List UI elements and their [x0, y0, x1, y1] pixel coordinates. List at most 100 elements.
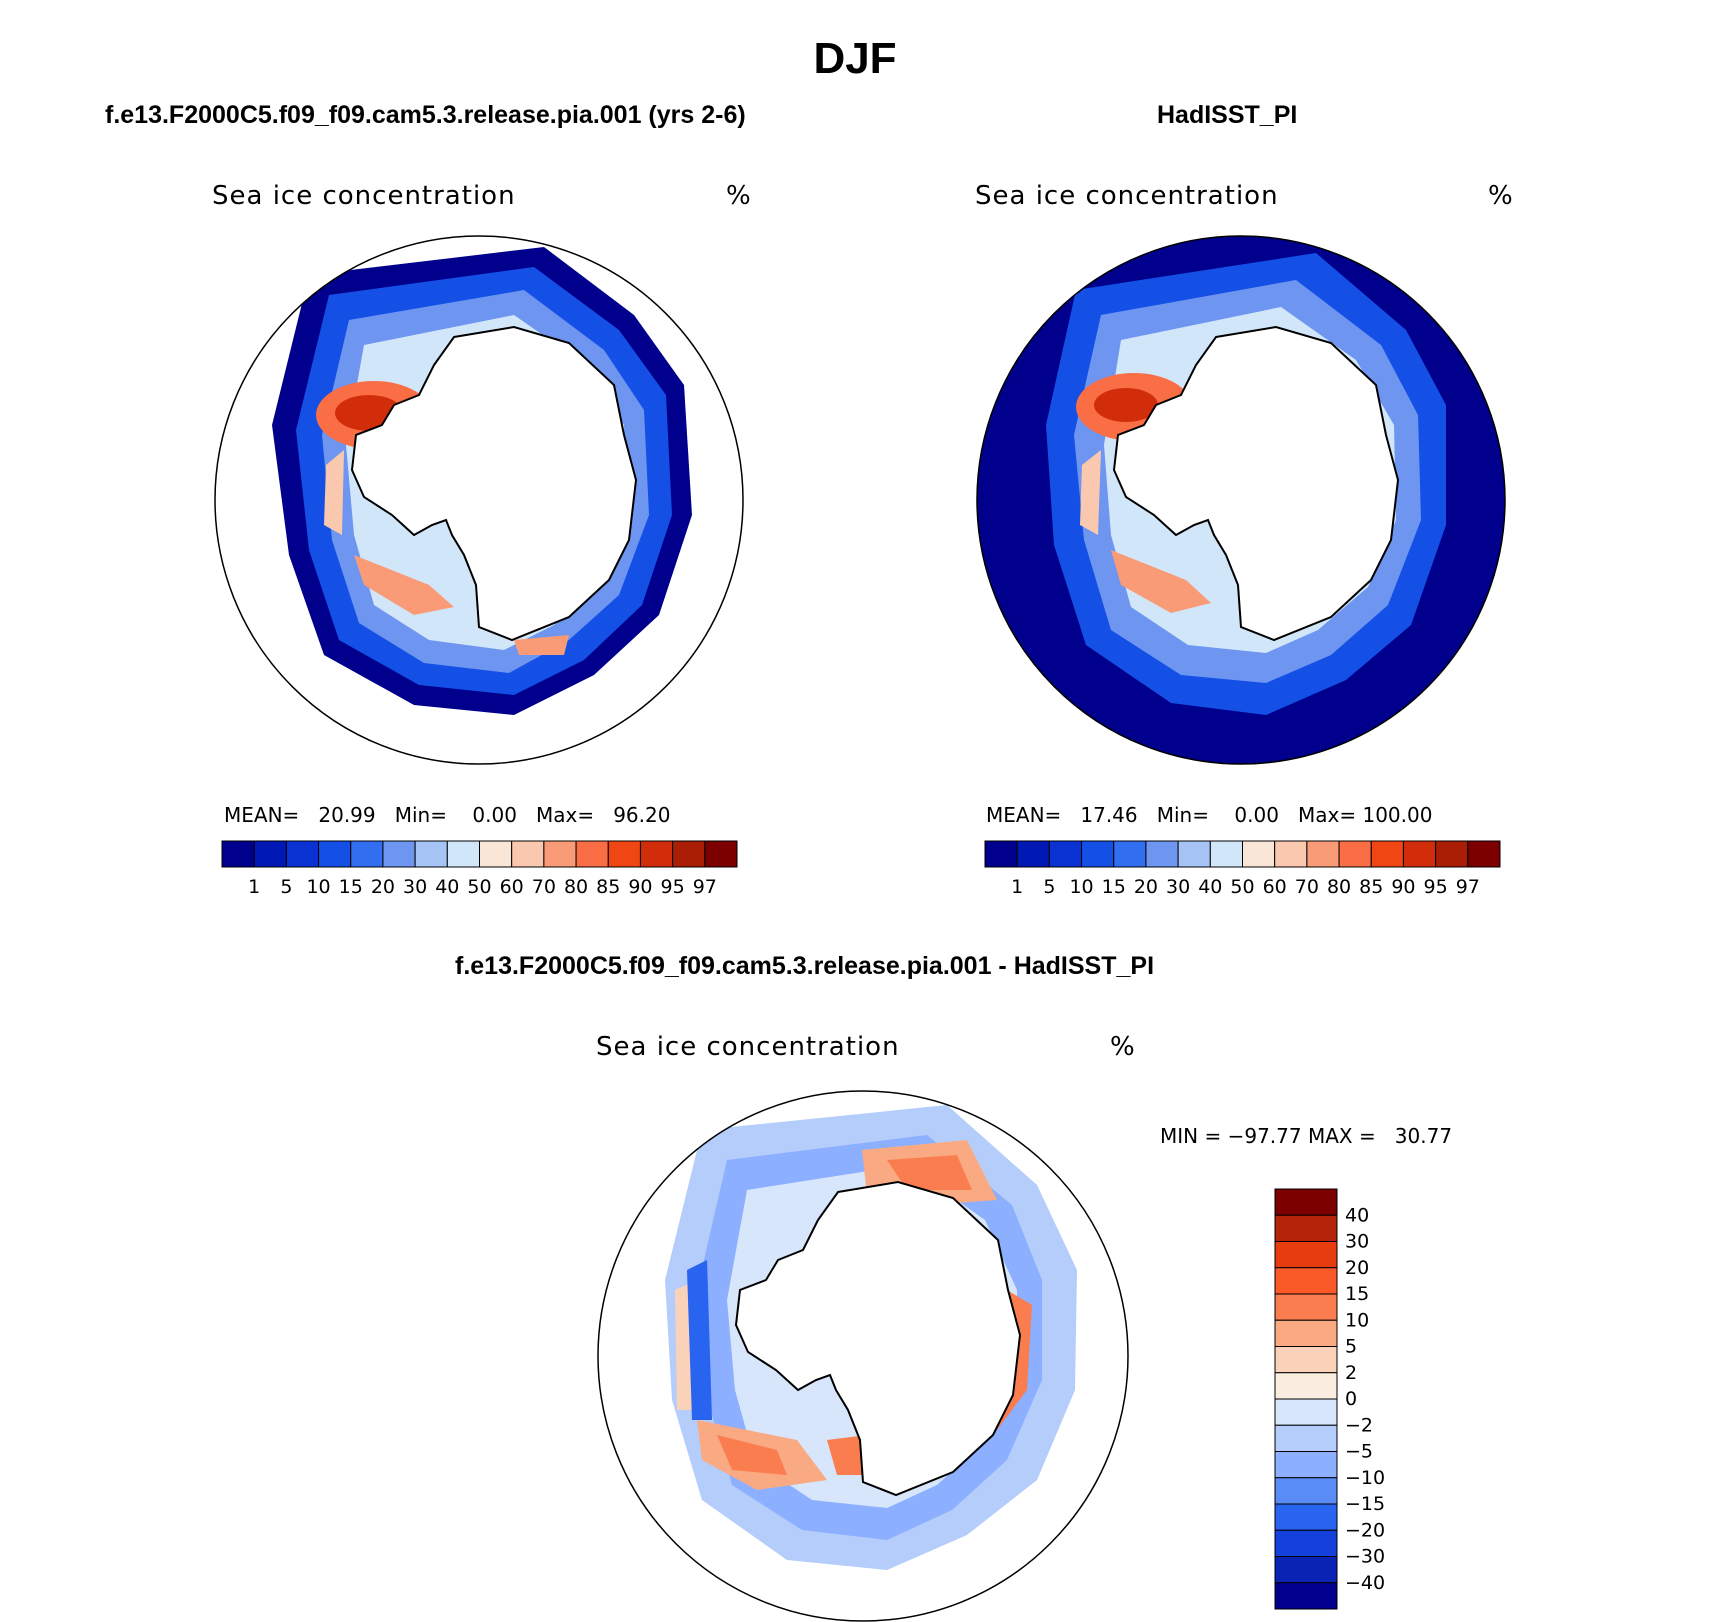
- variable-label-diff: Sea ice concentration: [596, 1032, 900, 1062]
- mean-label: MEAN=: [224, 803, 300, 827]
- colorbar-tick-label: −5: [1345, 1441, 1373, 1463]
- colorbar-swatch: [253, 840, 287, 868]
- colorbar-tick-label: 15: [339, 876, 363, 898]
- colorbar-swatch: [318, 840, 352, 868]
- mean-value: 17.46: [1080, 803, 1138, 827]
- colorbar-swatch: [1370, 840, 1404, 868]
- colorbar-tick-label: −20: [1345, 1519, 1385, 1541]
- colorbar-tick-label: 40: [435, 876, 459, 898]
- min-label: Min=: [394, 803, 447, 827]
- colorbar-tick-label: 20: [1345, 1257, 1369, 1279]
- stats-model: MEAN= 20.99 Min= 0.00 Max= 96.20: [224, 803, 670, 827]
- antarctica-landmass: [734, 1180, 1022, 1497]
- colorbar-swatch: [1274, 1477, 1338, 1505]
- colorbar-swatch: [1338, 840, 1372, 868]
- colorbar-swatch: [543, 840, 577, 868]
- colorbar-swatch: [1467, 840, 1501, 868]
- colorbar-tick-label: 60: [1263, 876, 1287, 898]
- colorbar-swatch: [1274, 1556, 1338, 1584]
- colorbar-tick-label: 5: [1345, 1336, 1357, 1358]
- colorbar-tick-label: −40: [1345, 1572, 1385, 1594]
- colorbar-tick-label: −2: [1345, 1414, 1373, 1436]
- colorbar-tick-label: 5: [1043, 876, 1055, 898]
- colorbar-swatch: [1274, 1293, 1338, 1321]
- colorbar-tick-label: 5: [280, 876, 292, 898]
- colorbar-tick-label: 15: [1345, 1283, 1369, 1305]
- colorbar-swatch: [382, 840, 416, 868]
- colorbar-swatch: [1242, 840, 1276, 868]
- colorbar-tick-label: 20: [1134, 876, 1158, 898]
- figure-title: DJF: [813, 34, 897, 83]
- units-label-model: %: [726, 181, 752, 211]
- colorbar-swatch: [1209, 840, 1243, 868]
- colorbar-tick-label: 97: [1456, 876, 1480, 898]
- colorbar-tick-label: 0: [1345, 1388, 1357, 1410]
- max-value: 100.00: [1362, 803, 1433, 827]
- colorbar-swatch: [672, 840, 706, 868]
- colorbar-tick-label: 40: [1345, 1204, 1369, 1226]
- colorbar-tick-label: 50: [467, 876, 491, 898]
- colorbar-swatch: [285, 840, 320, 868]
- colorbar-tick-label: 90: [1391, 876, 1415, 898]
- colorbar-swatch: [1274, 1424, 1338, 1452]
- colorbar-tick-label: 1: [1011, 876, 1023, 898]
- colorbar-tick-label: 70: [532, 876, 556, 898]
- colorbar-swatch: [1274, 1346, 1338, 1374]
- colorbar-swatch: [1016, 840, 1050, 868]
- units-label-obs: %: [1488, 181, 1514, 211]
- colorbar-swatch: [446, 840, 480, 868]
- colorbar-tick-label: 95: [1424, 876, 1448, 898]
- colorbar-tick-label: 2: [1345, 1362, 1357, 1384]
- colorbar-swatch: [1274, 1529, 1338, 1557]
- polar-map-obs: [976, 235, 1506, 765]
- variable-label-obs: Sea ice concentration: [975, 181, 1279, 211]
- colorbar-swatch: [1274, 1241, 1338, 1269]
- colorbar-model: 1 5 10 15 20 30 40 50 60 70 80 85 90 95 97: [221, 840, 738, 898]
- min-value: 0.00: [1234, 803, 1279, 827]
- colorbar-swatch: [1113, 840, 1147, 868]
- colorbar-tick-label: 90: [628, 876, 652, 898]
- colorbar-tick-label: 30: [1345, 1231, 1369, 1253]
- colorbar-swatch: [1274, 1372, 1338, 1400]
- colorbar-swatch: [575, 840, 609, 868]
- colorbar-swatch: [479, 840, 513, 868]
- stats-obs: MEAN= 17.46 Min= 0.00 Max= 100.00: [986, 803, 1432, 827]
- colorbar-tick-label: 70: [1295, 876, 1319, 898]
- polar-map-model: [214, 235, 744, 765]
- colorbar-tick-label: 95: [661, 876, 685, 898]
- colorbar-tick-label: 85: [1359, 876, 1383, 898]
- max-label: Max=: [1298, 803, 1357, 827]
- colorbar-tick-label: 80: [564, 876, 588, 898]
- panel-title-model: f.e13.F2000C5.f09_f09.cam5.3.release.pia…: [105, 101, 746, 129]
- ross-sea-ice: [354, 555, 454, 615]
- colorbar-swatch: [984, 840, 1018, 868]
- ross-sea-ice: [1111, 550, 1211, 613]
- colorbar-tick-label: 10: [306, 876, 330, 898]
- colorbar-tick-label: 50: [1230, 876, 1254, 898]
- colorbar-swatch: [1306, 840, 1340, 868]
- colorbar-tick-label: 80: [1327, 876, 1351, 898]
- colorbar-swatch: [1048, 840, 1083, 868]
- colorbar-swatch: [511, 840, 545, 868]
- colorbar-swatch: [607, 840, 641, 868]
- colorbar-swatch: [1274, 1582, 1338, 1610]
- colorbar-tick-label: 1: [248, 876, 260, 898]
- colorbar-tick-label: 30: [1166, 876, 1190, 898]
- max-label: Max=: [536, 803, 595, 827]
- colorbar-swatch: [1274, 1319, 1338, 1347]
- colorbar-tick-label: 15: [1102, 876, 1126, 898]
- colorbar-tick-label: 40: [1198, 876, 1222, 898]
- antarctica-landmass: [1112, 325, 1400, 642]
- colorbar-swatch: [221, 840, 255, 868]
- colorbar-tick-label: 85: [596, 876, 620, 898]
- colorbar-swatch: [414, 840, 448, 868]
- colorbar-swatch: [1274, 840, 1308, 868]
- colorbar-tick-label: 30: [403, 876, 427, 898]
- colorbar-tick-label: 60: [500, 876, 524, 898]
- panel-title-obs: HadISST_PI: [1157, 101, 1298, 129]
- mean-label: MEAN=: [986, 803, 1062, 827]
- mean-value: 20.99: [318, 803, 376, 827]
- min-value: 0.00: [472, 803, 517, 827]
- colorbar-swatch: [1145, 840, 1179, 868]
- stats-diff: MIN = −97.77 MAX = 30.77: [1160, 1124, 1453, 1148]
